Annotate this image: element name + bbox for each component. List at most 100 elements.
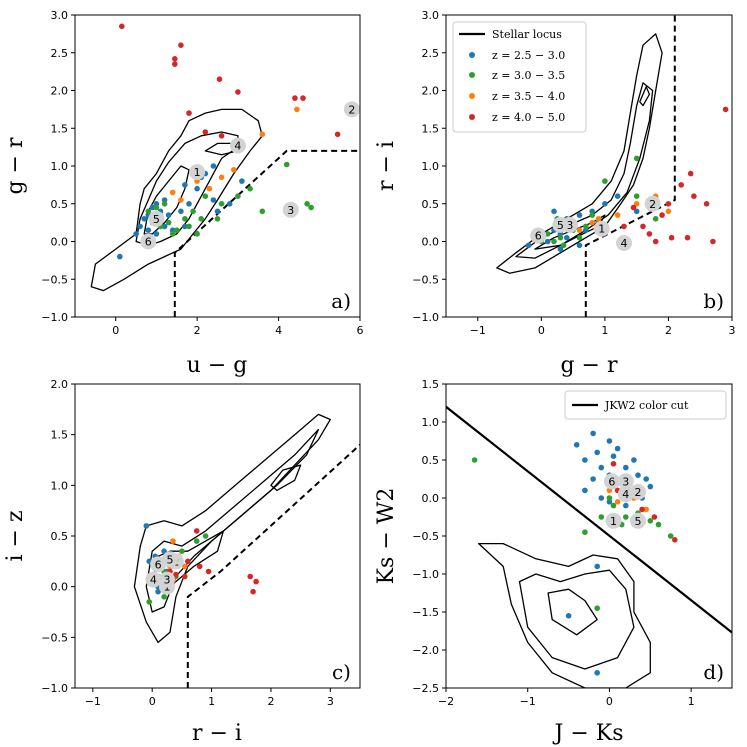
- panel-b-point-series-3: [687, 170, 694, 177]
- panel-d-ytick-label: −2.0: [412, 644, 439, 657]
- panel-a-point-series-2: [294, 106, 300, 113]
- panel-b-point-series-1: [583, 223, 589, 230]
- panel-a-marker-5: [148, 210, 165, 227]
- panel-a-point-series-3: [216, 76, 223, 82]
- panel-a-point-series-0: [210, 197, 217, 203]
- panel-a-marker-4: [229, 137, 246, 154]
- panel-b-point-series-1: [589, 212, 595, 218]
- panel-a-point-series-0: [117, 253, 123, 260]
- panel-d-jkw2-cut: [446, 405, 732, 634]
- panel-c-point-series-0: [161, 548, 167, 554]
- panel-a-point-series-0: [194, 185, 200, 192]
- panel-c-xtick-label: 2: [267, 695, 274, 708]
- panel-d-point-series-0: [598, 464, 605, 471]
- panel-a-point-series-1: [259, 208, 266, 215]
- legend-label-z2: z = 3.0 − 3.5: [492, 69, 565, 82]
- panel-d-point-series-0: [594, 563, 600, 570]
- panel-b-ytick-label: −1.0: [412, 311, 439, 324]
- panel-b-contour-1: [515, 82, 654, 259]
- panel-a-point-series-0: [239, 178, 245, 184]
- panel-b-point-series-3: [703, 201, 710, 207]
- legend-swatch-z2: [469, 72, 475, 78]
- panel-b-point-series-0: [557, 246, 564, 252]
- panel-a-point-series-0: [137, 223, 143, 230]
- panel-d-point-series-1: [606, 495, 613, 501]
- panel-c-ytick-label: −1.0: [41, 682, 68, 695]
- panel-d-ytick-label: 1.5: [422, 378, 440, 391]
- panel-a-ytick-label: 0.5: [51, 198, 69, 211]
- panel-b-point-series-3: [684, 234, 691, 241]
- panel-a-point-series-1: [283, 161, 290, 168]
- panel-d-point-series-3: [610, 461, 617, 467]
- panel-a-contour-0: [90, 108, 263, 292]
- panel-b-xlabel: g − r: [560, 353, 618, 378]
- panel-d-xtick-label: 1: [688, 695, 695, 708]
- panel-a-point-series-0: [161, 223, 168, 230]
- panel-b-xtick-label: −1: [470, 324, 486, 337]
- panel-b-plot-area: 1 2 3 4 5 6: [496, 15, 729, 317]
- panel-a-point-series-1: [165, 219, 172, 226]
- panel-d-point-series-0: [565, 613, 572, 619]
- panel-d-point-series-0: [582, 487, 588, 494]
- panel-b-point-series-3: [646, 231, 653, 237]
- panel-a-color-cut: [173, 149, 360, 317]
- panel-a-point-series-1: [161, 201, 168, 207]
- panel-c-point-series-1: [161, 594, 167, 600]
- panel-d-point-series-3: [639, 506, 645, 513]
- panel-b-point-series-0: [525, 242, 532, 249]
- panel-a-point-series-1: [145, 208, 152, 215]
- panel-b-ytick-label: 2.0: [422, 85, 440, 98]
- panel-b-point-series-2: [589, 219, 595, 226]
- panel-d-contour-0: [478, 542, 651, 688]
- panel-b-ytick-label: 3.0: [422, 9, 440, 22]
- panel-c-point-series-2: [182, 563, 188, 570]
- panel-b-point-series-3: [640, 223, 646, 230]
- panel-d-marker-3: [617, 473, 634, 490]
- panel-d-point-series-0: [594, 449, 600, 456]
- panel-b-ytick-label: 0.0: [422, 236, 440, 249]
- panel-c-point-series-3: [185, 558, 191, 565]
- legend-swatch-z4: [469, 114, 475, 120]
- panel-a-point-series-3: [334, 131, 341, 138]
- panel-c-point-series-3: [193, 528, 200, 534]
- panel-b-point-series-0: [614, 193, 621, 199]
- panel-d-point-series-0: [573, 442, 580, 448]
- panel-c-ytick-label: 1.0: [51, 479, 69, 492]
- panel-d-xtick-label: −1: [520, 695, 536, 708]
- panel-a-point-series-0: [178, 208, 184, 215]
- panel-c-ytick-label: 1.5: [51, 429, 69, 442]
- panel-a-marker-1: [189, 164, 206, 180]
- panel-a-point-series-3: [186, 110, 192, 116]
- panel-d-point-series-1: [610, 502, 617, 509]
- panel-d-point-series-3: [651, 514, 658, 520]
- panel-b-point-series-3: [665, 201, 672, 207]
- panel-a-ytick-label: −0.5: [41, 273, 68, 286]
- panel-d-point-series-0: [614, 445, 621, 452]
- legend-box-d: [564, 390, 727, 420]
- panel-d-point-series-0: [647, 483, 654, 490]
- panel-b-point-series-0: [602, 201, 608, 207]
- panel-a-point-series-1: [182, 216, 188, 222]
- panel-d-ytick-label: −0.5: [412, 530, 439, 543]
- panel-b-letter: b): [703, 289, 724, 313]
- panel-d-contour-1: [518, 569, 635, 670]
- panel-a-point-series-0: [165, 212, 172, 218]
- panel-b-point-series-0: [633, 208, 640, 215]
- panel-d-point-series-1: [471, 457, 478, 463]
- panel-b-ylabel: r − i: [374, 141, 399, 191]
- panel-d-marker-label-1: 1: [610, 515, 617, 528]
- panel-d-point-series-0: [590, 476, 596, 482]
- panel-b-point-series-3: [621, 223, 627, 230]
- panel-a-point-series-1: [198, 216, 204, 222]
- panel-d-xlabel: J − Ks: [553, 721, 624, 746]
- panel-a-plot-area: 1 2 3 4 56: [90, 23, 360, 317]
- panel-a-point-series-3: [292, 95, 298, 101]
- panel-c-point-series-1: [146, 599, 152, 605]
- panel-a-xtick-label: 4: [275, 324, 282, 337]
- panel-a-point-series-2: [259, 131, 266, 138]
- panel-d-point-series-0: [623, 464, 629, 471]
- panel-a-point-series-3: [202, 129, 209, 135]
- panel-a-point-series-1: [174, 227, 180, 233]
- panel-d-point-series-0: [598, 495, 605, 501]
